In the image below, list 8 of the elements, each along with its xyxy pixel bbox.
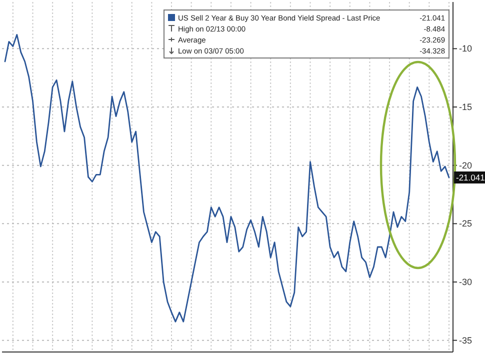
line-series — [4, 34, 450, 322]
y-tick-label: -20 — [459, 160, 472, 170]
y-tick-label: -10 — [459, 44, 472, 54]
y-tick-label: -30 — [459, 277, 472, 287]
y-tick-label: -15 — [459, 102, 472, 112]
y-tick-label: -25 — [459, 218, 472, 229]
y-tick-label: -35 — [459, 335, 472, 346]
annotation: -21.041 — [456, 172, 485, 182]
